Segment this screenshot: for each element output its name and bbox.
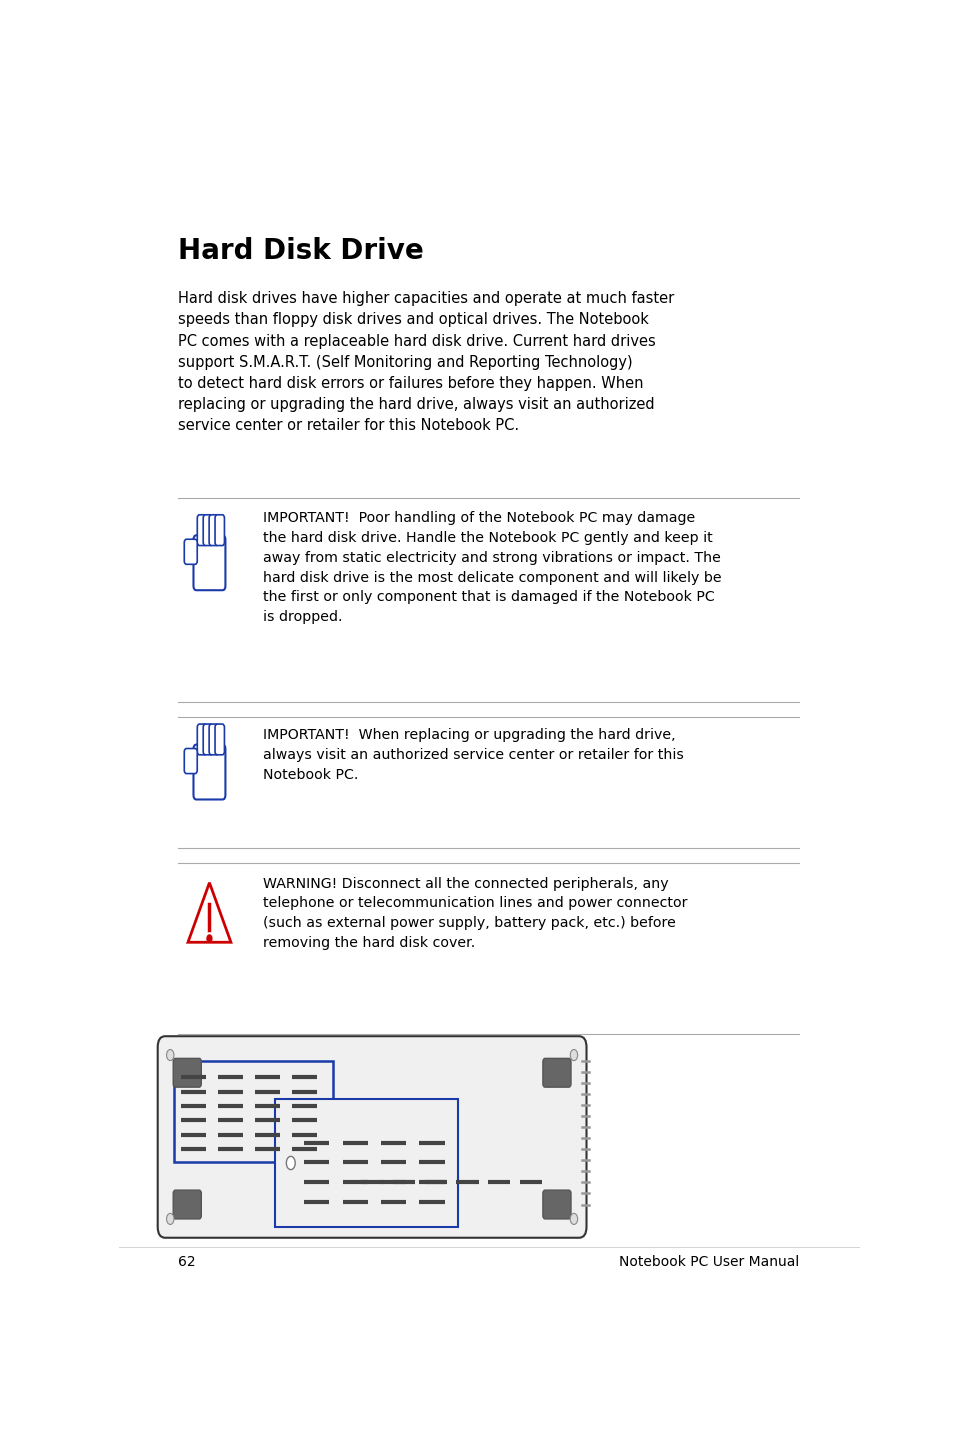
Text: IMPORTANT!  When replacing or upgrading the hard drive,
always visit an authoriz: IMPORTANT! When replacing or upgrading t… (263, 729, 683, 782)
Circle shape (570, 1050, 577, 1061)
Circle shape (167, 1214, 173, 1225)
FancyBboxPatch shape (209, 725, 218, 755)
FancyBboxPatch shape (193, 745, 225, 800)
FancyBboxPatch shape (173, 1058, 201, 1087)
FancyBboxPatch shape (214, 725, 224, 755)
FancyBboxPatch shape (542, 1058, 571, 1087)
Circle shape (286, 1156, 294, 1169)
FancyBboxPatch shape (209, 515, 218, 545)
Text: 62: 62 (178, 1255, 195, 1270)
Text: IMPORTANT!  Poor handling of the Notebook PC may damage
the hard disk drive. Han: IMPORTANT! Poor handling of the Notebook… (263, 512, 721, 624)
FancyBboxPatch shape (197, 515, 207, 545)
FancyBboxPatch shape (203, 515, 213, 545)
Text: Hard disk drives have higher capacities and operate at much faster
speeds than f: Hard disk drives have higher capacities … (178, 290, 674, 433)
Bar (274, 1099, 457, 1227)
Circle shape (570, 1214, 577, 1225)
FancyBboxPatch shape (214, 515, 224, 545)
Circle shape (207, 935, 212, 942)
FancyBboxPatch shape (184, 539, 197, 564)
FancyBboxPatch shape (173, 1191, 201, 1219)
FancyBboxPatch shape (197, 725, 207, 755)
FancyBboxPatch shape (203, 725, 213, 755)
FancyBboxPatch shape (193, 535, 225, 590)
FancyBboxPatch shape (542, 1191, 571, 1219)
Text: Notebook PC User Manual: Notebook PC User Manual (618, 1255, 799, 1270)
Text: Hard Disk Drive: Hard Disk Drive (178, 237, 424, 265)
FancyBboxPatch shape (184, 749, 197, 774)
Polygon shape (188, 883, 231, 942)
Text: WARNING! Disconnect all the connected peripherals, any
telephone or telecommunic: WARNING! Disconnect all the connected pe… (263, 877, 687, 951)
Bar (173, 1061, 333, 1162)
Circle shape (167, 1050, 173, 1061)
FancyBboxPatch shape (157, 1037, 586, 1238)
